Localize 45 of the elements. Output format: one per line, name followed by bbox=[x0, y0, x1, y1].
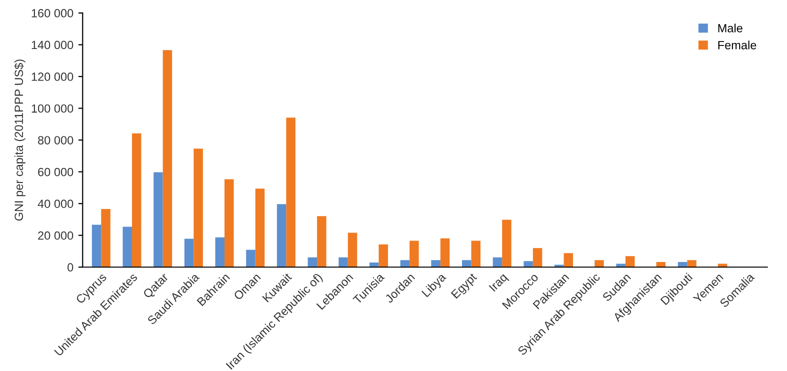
bar bbox=[378, 244, 388, 268]
y-tick-label: 60 000 bbox=[38, 168, 74, 176]
y-tick-label: 40 000 bbox=[38, 200, 74, 208]
bar bbox=[255, 188, 265, 268]
bar bbox=[184, 238, 194, 268]
bar bbox=[276, 204, 286, 268]
bar bbox=[440, 238, 450, 268]
bar bbox=[524, 261, 533, 268]
bar bbox=[492, 257, 502, 268]
bar bbox=[194, 148, 203, 268]
bar bbox=[625, 256, 635, 268]
y-tick-label: 0 bbox=[68, 263, 74, 272]
bar bbox=[286, 118, 296, 268]
bar bbox=[564, 253, 574, 268]
bar bbox=[348, 232, 358, 268]
legend-label: Male bbox=[718, 24, 742, 32]
bar bbox=[317, 216, 326, 268]
bar bbox=[687, 260, 696, 268]
bar bbox=[154, 172, 163, 268]
y-tick-label: 160 000 bbox=[32, 9, 74, 18]
bar bbox=[338, 257, 348, 268]
bar bbox=[400, 260, 410, 268]
bar bbox=[246, 250, 256, 268]
y-tick-label: 100 000 bbox=[32, 104, 74, 113]
y-tick-label: 80 000 bbox=[38, 136, 74, 144]
bar bbox=[215, 237, 225, 268]
bar bbox=[502, 220, 512, 268]
bar bbox=[532, 248, 542, 268]
bar bbox=[224, 179, 234, 268]
bar bbox=[122, 226, 132, 268]
bar bbox=[410, 240, 419, 268]
bar bbox=[462, 260, 472, 268]
bar bbox=[471, 240, 480, 268]
y-tick-label: 140 000 bbox=[32, 40, 74, 50]
y-tick-label: 20 000 bbox=[38, 231, 74, 240]
bar bbox=[162, 50, 172, 268]
bar bbox=[308, 257, 318, 268]
bar bbox=[101, 208, 110, 268]
y-tick-label: 120 000 bbox=[32, 72, 74, 81]
bar bbox=[132, 133, 142, 268]
bar bbox=[431, 260, 440, 268]
bar bbox=[92, 224, 102, 268]
y-axis-title: GNI per capita (2011PPP US$) bbox=[14, 60, 26, 221]
legend-label: Female bbox=[718, 40, 756, 50]
bar bbox=[594, 260, 604, 268]
